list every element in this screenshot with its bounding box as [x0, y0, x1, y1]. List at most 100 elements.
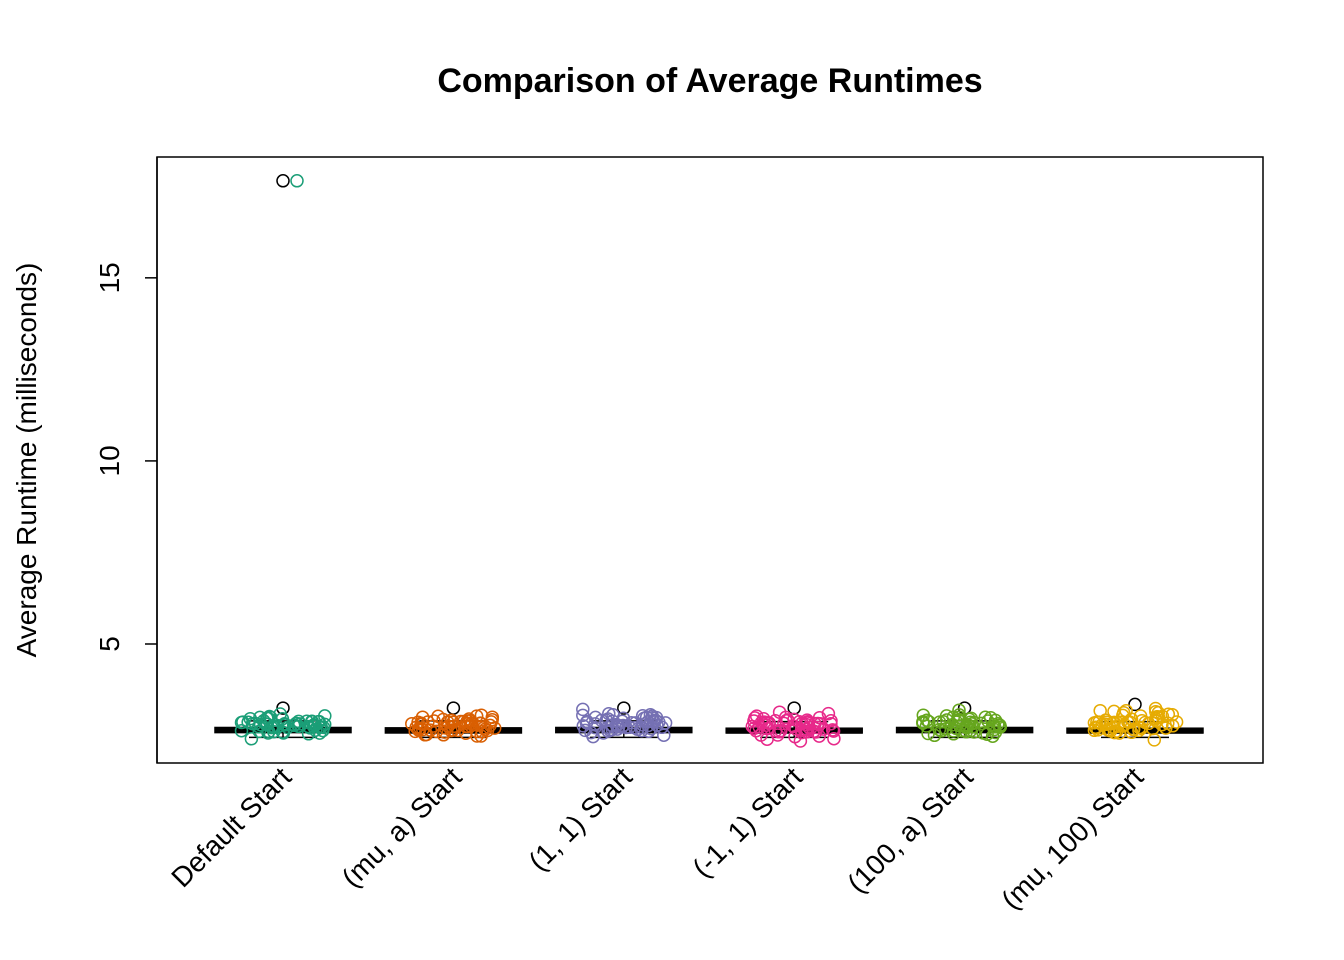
data-point: [778, 710, 793, 725]
y-axis: 5 10 15: [94, 262, 157, 652]
x-category-label: (100, a) Start: [841, 761, 979, 899]
data-point: [916, 716, 930, 730]
data-point: [821, 706, 836, 721]
outlier-point: [1128, 697, 1142, 712]
data-point: [985, 729, 1000, 743]
chart-title: Comparison of Average Runtimes: [437, 62, 982, 100]
data-point: [649, 710, 664, 725]
data-point: [1107, 725, 1122, 740]
data-point: [825, 723, 840, 737]
data-point: [826, 724, 841, 738]
data-point: [596, 726, 611, 740]
data-point: [605, 722, 620, 737]
data-point: [642, 724, 656, 739]
boxplots: [214, 174, 1204, 739]
data-point: [1169, 715, 1184, 729]
data-point: [610, 722, 625, 736]
data-point: [485, 710, 500, 724]
data-point: [787, 719, 802, 734]
data-point: [939, 722, 953, 736]
y-axis-label: Average Runtime (milliseconds): [11, 263, 42, 658]
x-axis-labels: Default Start (mu, a) Start (1, 1) Start (-…: [165, 761, 1149, 915]
data-point: [576, 708, 590, 723]
data-point: [606, 708, 620, 722]
data-point: [939, 709, 954, 723]
outlier-point: [446, 701, 461, 715]
data-point: [312, 726, 327, 740]
x-category-label: (1, 1) Start: [523, 761, 639, 877]
data-point: [645, 710, 660, 725]
data-point: [987, 720, 1002, 734]
data-point: [579, 715, 594, 730]
data-point: [474, 729, 488, 743]
data-point: [234, 715, 249, 730]
data-point: [951, 713, 966, 728]
data-point: [411, 715, 425, 729]
data-point: [244, 732, 259, 746]
data-point: [1165, 707, 1180, 722]
data-point: [812, 710, 827, 725]
data-point: [241, 715, 255, 729]
data-point: [1087, 716, 1102, 730]
data-point: [286, 718, 301, 732]
data-point: [1111, 719, 1125, 733]
data-point: [444, 723, 458, 738]
data-point: [619, 720, 633, 735]
data-point: [289, 716, 303, 731]
x-category-label: (mu, 100) Start: [995, 761, 1149, 915]
data-point: [301, 727, 316, 741]
data-point: [980, 727, 994, 741]
x-category-label: (-1, 1) Start: [686, 761, 808, 883]
data-point: [1147, 733, 1162, 747]
data-point: [1113, 715, 1128, 730]
data-point: [460, 714, 475, 728]
data-point: [634, 723, 649, 738]
data-point: [800, 714, 815, 729]
outlier-point: [617, 701, 631, 715]
data-point: [809, 725, 823, 739]
data-point: [290, 174, 304, 188]
x-category-label: (mu, a) Start: [336, 761, 468, 893]
data-point: [266, 719, 280, 734]
x-category-label: Default Start: [165, 761, 297, 893]
plot-frame: [156, 156, 1264, 764]
data-point: [643, 708, 658, 722]
data-point: [275, 725, 290, 739]
data-point: [760, 732, 774, 746]
data-point: [1161, 716, 1175, 730]
data-point: [264, 710, 278, 725]
data-point: [827, 731, 841, 746]
data-point: [774, 723, 788, 738]
data-point: [447, 719, 462, 733]
data-point: [1155, 717, 1169, 732]
data-point: [788, 729, 802, 744]
data-point: [799, 724, 813, 739]
data-point: [314, 720, 328, 734]
data-point: [1112, 726, 1127, 740]
data-point: [1151, 706, 1166, 720]
data-point: [992, 720, 1006, 734]
data-point: [234, 723, 249, 738]
data-point: [974, 716, 988, 731]
jitter-points: [234, 174, 1184, 748]
data-point: [300, 714, 314, 728]
y-tick-label: 5: [94, 636, 125, 652]
data-point: [757, 715, 772, 729]
data-point: [802, 720, 816, 735]
data-point: [408, 724, 422, 739]
data-point: [423, 723, 438, 737]
data-point: [576, 702, 590, 717]
data-point: [426, 719, 440, 733]
data-point: [963, 724, 978, 738]
data-point: [605, 714, 620, 728]
y-tick-label: 10: [94, 445, 125, 476]
outlier-point: [276, 174, 290, 188]
data-point: [273, 707, 287, 721]
data-point: [464, 716, 478, 731]
data-point: [919, 719, 934, 733]
y-tick-label: 15: [94, 262, 125, 293]
data-point: [1133, 709, 1148, 723]
data-point: [437, 725, 452, 739]
data-point: [1104, 716, 1119, 731]
